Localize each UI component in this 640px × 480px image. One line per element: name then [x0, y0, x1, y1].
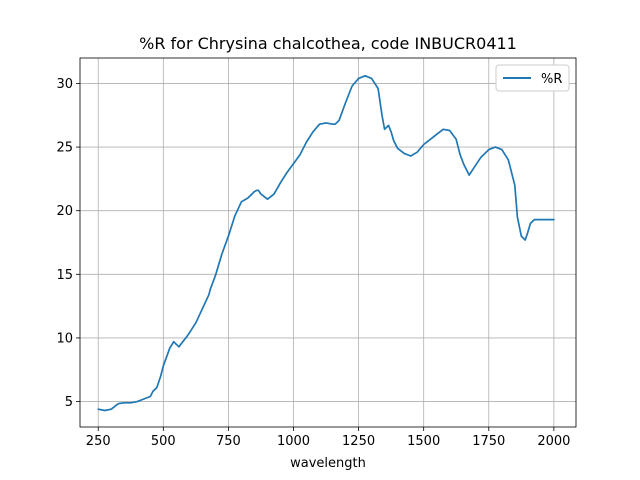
x-axis-label: wavelength — [290, 456, 366, 471]
plot-frame — [79, 57, 577, 428]
ticks: 250 500 750 1000 1250 1500 1750 2000 5 10 15 20 25 30 — [56, 77, 570, 449]
y-tick-label: 30 — [56, 77, 73, 92]
x-tick-label: 1000 — [277, 434, 310, 449]
chart-title: %R for Chrysina chalcothea, code INBUCR0… — [139, 34, 517, 53]
y-tick-label: 15 — [56, 268, 73, 283]
x-tick-label: 750 — [216, 434, 241, 449]
y-tick-label: 25 — [56, 141, 73, 156]
x-tick-label: 250 — [86, 434, 111, 449]
y-tick-label: 5 — [65, 395, 73, 410]
legend-label: %R — [541, 72, 562, 87]
legend: %R — [495, 64, 570, 92]
x-tick-label: 1750 — [472, 434, 505, 449]
x-tick-label: 500 — [151, 434, 176, 449]
grid — [80, 58, 576, 427]
y-tick-label: 10 — [56, 331, 73, 346]
x-tick-label: 2000 — [537, 434, 570, 449]
x-tick-label: 1500 — [407, 434, 440, 449]
y-tick-label: 20 — [56, 204, 73, 219]
legend-box — [495, 64, 570, 92]
series-line — [97, 74, 555, 412]
x-tick-label: 1250 — [342, 434, 375, 449]
series-layer — [97, 74, 555, 412]
